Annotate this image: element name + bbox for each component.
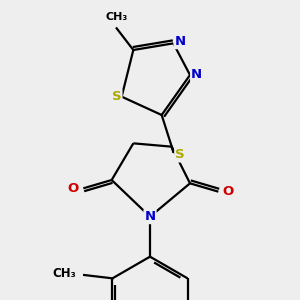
Text: N: N <box>174 35 186 48</box>
Text: CH₃: CH₃ <box>106 12 128 22</box>
Text: O: O <box>68 182 79 195</box>
Text: S: S <box>175 148 185 161</box>
Text: N: N <box>191 68 202 82</box>
Text: CH₃: CH₃ <box>52 267 76 280</box>
Text: O: O <box>223 185 234 198</box>
Text: N: N <box>144 210 156 223</box>
Text: S: S <box>112 90 122 103</box>
